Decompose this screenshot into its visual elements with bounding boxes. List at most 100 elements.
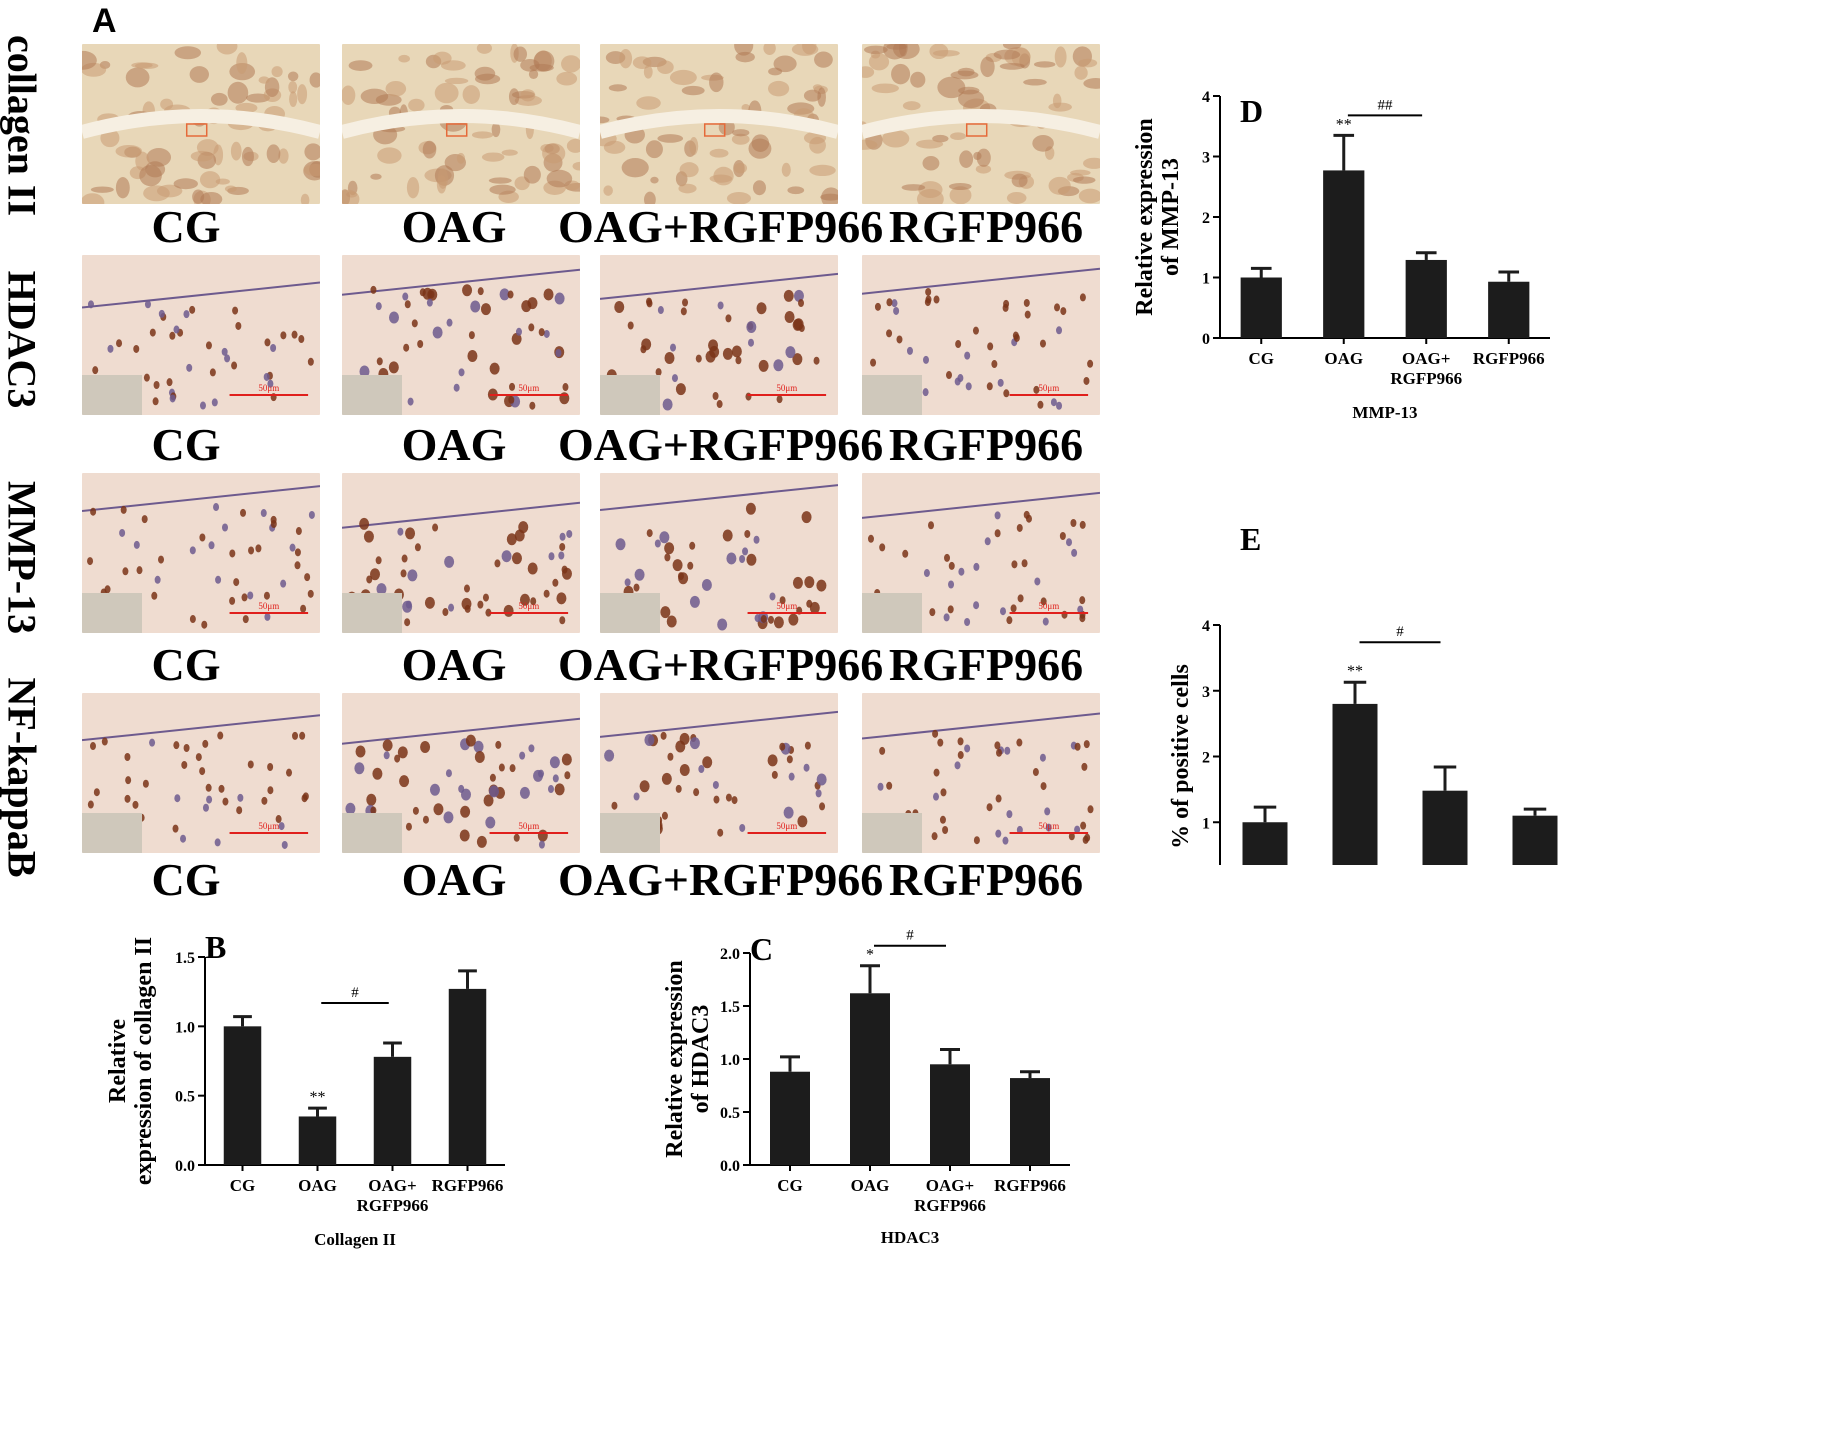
y-axis-label: of HDAC3 [688, 1005, 714, 1114]
micrograph-1-3: 50μm [862, 255, 1100, 415]
y-axis-label: % of positive cells [1168, 664, 1194, 849]
x-axis-label: HDAC3 [881, 1228, 940, 1247]
micrograph-0-0 [82, 44, 320, 204]
comparison-marker: # [351, 985, 359, 1001]
y-tick-label: 0.5 [720, 1105, 740, 1122]
scale-bar-label: 50μm [518, 601, 539, 611]
row-label-2: MMP-13 [0, 480, 45, 635]
bar-0 [223, 1026, 262, 1165]
y-axis-label: Relative expression [662, 960, 688, 1158]
bar-1 [1323, 170, 1365, 338]
bar-0 [1240, 277, 1282, 338]
bar-2 [1405, 259, 1447, 338]
scale-bar-label: 50μm [258, 601, 279, 611]
micrograph-3-3: 50μm [862, 693, 1100, 853]
panel-a-letter: A [92, 2, 117, 40]
y-tick-label: 2.0 [720, 946, 740, 963]
chart-nf-kappab: E01234CGOAGOAG+RGFP966RGFP966**#NF-kappa… [1168, 521, 1558, 865]
y-tick-label: 0.0 [175, 1158, 195, 1175]
caption-2-1: OAG [401, 639, 507, 690]
comparison-marker: # [1396, 624, 1404, 640]
x-tick-label: OAG+ [1402, 349, 1450, 368]
row-label-1: HDAC3 [0, 270, 45, 409]
x-tick-label: OAG+ [368, 1176, 416, 1195]
bar-2 [1422, 790, 1468, 865]
chart-hdac3: C0.00.51.01.52.0CG OAG OAG+RGFP966RGFP966*… [662, 928, 1070, 1247]
micrograph-2-0: 50μm [82, 473, 320, 633]
caption-2-0: CG [151, 639, 221, 690]
x-tick-label: CG [777, 1176, 803, 1195]
x-tick-label: RGFP966 [432, 1176, 504, 1195]
micrograph-1-1: 50μm [342, 255, 580, 415]
micrograph-0-1 [342, 44, 580, 204]
micrograph-0-2 [600, 44, 838, 204]
bar-0 [770, 1071, 810, 1165]
bar-3 [1488, 281, 1530, 338]
x-tick-label: RGFP966 [994, 1176, 1066, 1195]
caption-1-1: OAG [401, 419, 507, 470]
x-tick-label: OAG [1324, 349, 1363, 368]
caption-0-0: CG [151, 201, 221, 252]
caption-1-2: OAG+RGFP966 [558, 419, 884, 470]
x-tick-label: CG [230, 1176, 256, 1195]
bar-1 [298, 1116, 337, 1165]
caption-3-2: OAG+RGFP966 [558, 854, 884, 905]
scale-bar-label: 50μm [776, 821, 797, 831]
y-tick-label: 2 [1202, 750, 1210, 767]
caption-3-0: CG [151, 854, 221, 905]
scale-bar-label: 50μm [1038, 821, 1059, 831]
panel-letter-b: B [205, 929, 226, 965]
scale-bar-label: 50μm [518, 383, 539, 393]
x-tick-label: CG [1249, 349, 1275, 368]
caption-3-3: RGFP966 [888, 854, 1084, 905]
y-tick-label: 1.5 [175, 950, 195, 967]
caption-0-3: RGFP966 [888, 201, 1084, 252]
bar-3 [448, 988, 487, 1165]
x-axis-label: MMP-13 [1352, 403, 1417, 422]
significance-marker: * [866, 947, 874, 964]
y-tick-label: 0.0 [720, 1158, 740, 1175]
y-tick-label: 4 [1202, 618, 1210, 635]
scale-bar-label: 50μm [776, 383, 797, 393]
y-tick-label: 4 [1202, 89, 1210, 106]
caption-3-1: OAG [401, 854, 507, 905]
scale-bar-label: 50μm [258, 821, 279, 831]
micrograph-1-2: 50μm [600, 255, 838, 415]
chart-collagen-ii: B0.00.51.01.5CG OAG OAG+RGFP966RGFP966**#C… [105, 929, 505, 1249]
x-tick-label: RGFP966 [357, 1196, 429, 1215]
y-axis-label: Relative [105, 1019, 131, 1103]
y-axis-label: of MMP-13 [1158, 158, 1184, 276]
x-tick-label: OAG [851, 1176, 890, 1195]
bar-2 [930, 1064, 970, 1165]
caption-0-1: OAG [401, 201, 507, 252]
bar-1 [850, 993, 890, 1165]
bar-0 [1242, 822, 1288, 865]
micrograph-2-1: 50μm [342, 473, 580, 633]
y-tick-label: 0.5 [175, 1089, 195, 1106]
x-tick-label: OAG+ [926, 1176, 974, 1195]
y-tick-label: 0 [1202, 331, 1210, 348]
significance-marker: ** [1336, 116, 1352, 133]
bar-1 [1332, 703, 1378, 865]
scale-bar-label: 50μm [776, 601, 797, 611]
y-tick-label: 2 [1202, 210, 1210, 227]
x-tick-label: RGFP966 [1390, 369, 1462, 388]
caption-0-2: OAG+RGFP966 [558, 201, 884, 252]
y-axis-label: Relative expression [1132, 118, 1158, 316]
micrograph-2-2: 50μm [600, 473, 838, 633]
x-tick-label: RGFP966 [914, 1196, 986, 1215]
y-tick-label: 1 [1202, 815, 1210, 832]
y-tick-label: 1.5 [720, 999, 740, 1016]
significance-marker: ** [1347, 663, 1363, 680]
y-axis-label: expression of collagen II [131, 937, 157, 1185]
scale-bar-label: 50μm [518, 821, 539, 831]
micrograph-0-3 [862, 44, 1100, 204]
scale-bar-label: 50μm [1038, 383, 1059, 393]
micrograph-3-1: 50μm [342, 693, 580, 853]
caption-1-0: CG [151, 419, 221, 470]
y-tick-label: 1.0 [720, 1052, 740, 1069]
x-tick-label: OAG [298, 1176, 337, 1195]
bar-2 [373, 1056, 412, 1165]
panel-letter-e: E [1240, 521, 1261, 557]
